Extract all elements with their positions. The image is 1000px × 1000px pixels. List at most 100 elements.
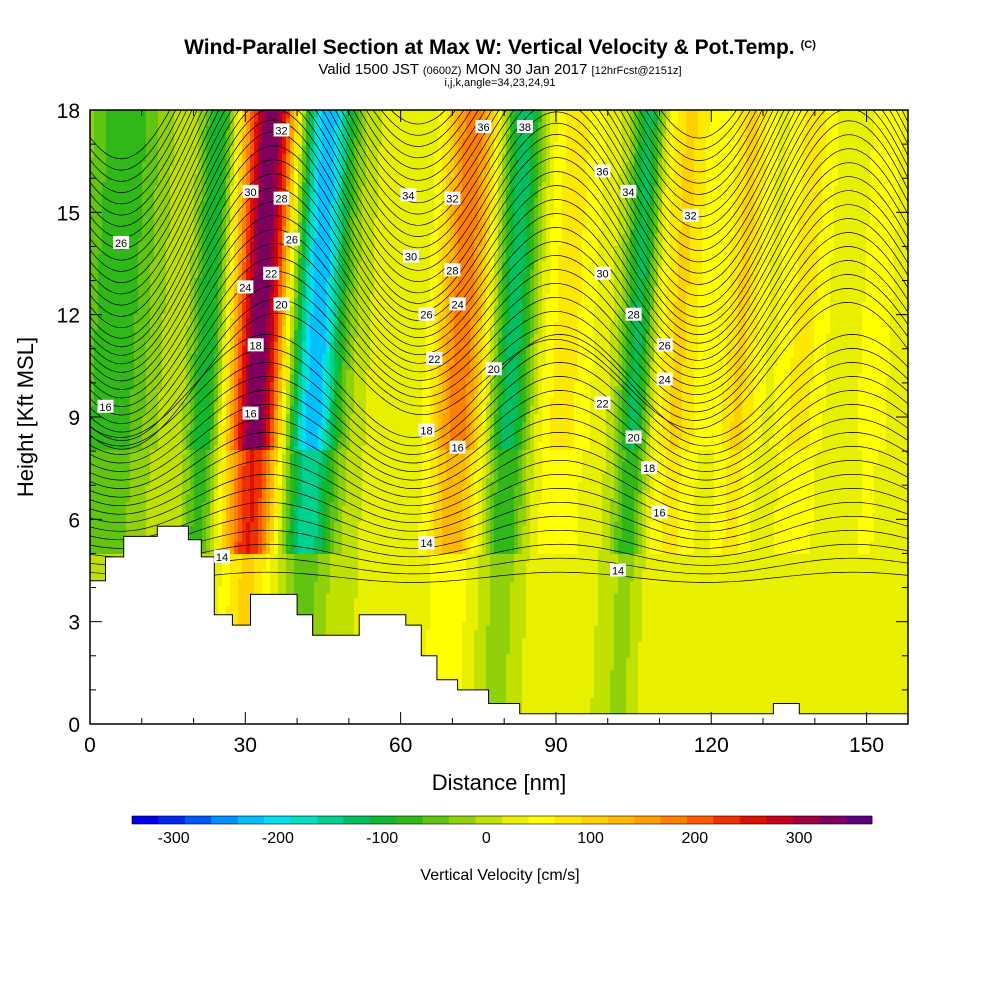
contour-label: 24 xyxy=(656,372,673,386)
isentrope-line xyxy=(90,246,908,416)
contour-label: 16 xyxy=(97,399,114,414)
valid-date: MON 30 Jan 2017 xyxy=(466,61,588,78)
contour-label: 28 xyxy=(444,263,461,277)
y-tick-label: 0 xyxy=(68,714,80,737)
colorbar-swatch xyxy=(475,816,503,824)
isentrope-line xyxy=(90,232,908,407)
y-axis-title: Height [Kft MSL] xyxy=(13,337,38,497)
isentrope-line xyxy=(90,110,774,227)
colorbar-swatch xyxy=(317,816,344,824)
contour-label: 14 xyxy=(418,536,435,550)
colorbar-swatch xyxy=(264,816,291,824)
isentrope-line xyxy=(90,362,908,455)
copyright-mark: (C) xyxy=(801,39,816,51)
isentrope-line xyxy=(90,162,908,365)
isentrope-line xyxy=(90,110,908,284)
contour-label: 22 xyxy=(594,396,611,410)
contour-label: 28 xyxy=(625,307,642,322)
isentrope-line xyxy=(90,148,908,356)
contour-label: 22 xyxy=(426,352,443,366)
colorbar-swatch xyxy=(502,816,529,824)
x-tick-label: 60 xyxy=(389,734,412,757)
colorbar-swatch xyxy=(687,816,714,824)
y-tick-label: 6 xyxy=(68,509,80,532)
contour-label: 30 xyxy=(402,249,419,264)
y-tick-label: 18 xyxy=(57,100,80,123)
colorbar-swatch xyxy=(132,816,159,824)
terrain-profile xyxy=(90,525,908,724)
colorbar-swatch xyxy=(607,816,635,824)
contour-label: 36 xyxy=(475,120,492,134)
x-tick-label: 0 xyxy=(84,734,96,757)
colorbar-swatch xyxy=(528,816,556,824)
contour-label: 18 xyxy=(641,461,658,475)
isentrope-line xyxy=(90,110,908,317)
valid-utc: (0600Z) xyxy=(423,65,462,77)
colorbar-swatch xyxy=(211,816,239,824)
terrain-mask xyxy=(90,525,908,724)
x-tick-label: 150 xyxy=(849,734,884,757)
colorbar-swatch xyxy=(739,816,767,824)
contour-label: 14 xyxy=(610,563,627,578)
y-tick-label: 12 xyxy=(57,305,80,328)
isentrope-line xyxy=(90,459,908,515)
colorbar-swatch xyxy=(766,816,794,824)
chart-title-text: Wind-Parallel Section at Max W: Vertical… xyxy=(184,36,795,59)
colorbar-swatch xyxy=(819,816,846,824)
contour-label: 26 xyxy=(113,236,130,250)
contour-label: 36 xyxy=(594,164,611,178)
valid-time-line: Valid 1500 JST (0600Z) MON 30 Jan 2017 [… xyxy=(0,61,1000,78)
colorbar-tick-label: -300 xyxy=(158,830,190,847)
valid-prefix: Valid 1500 JST xyxy=(318,61,418,78)
contour-label: 16 xyxy=(449,440,466,455)
colorbar-swatch xyxy=(290,816,318,824)
isentrope-line xyxy=(90,120,908,339)
isentrope-line xyxy=(90,404,908,481)
contour-label: 30 xyxy=(242,184,259,199)
isentrope-line xyxy=(90,218,908,399)
contour-label: 20 xyxy=(485,362,502,376)
isentrope-line xyxy=(90,134,908,348)
isentrope-line xyxy=(90,204,908,390)
colorbar-swatch xyxy=(660,816,688,824)
isentrope-line xyxy=(90,418,908,489)
y-tick-label: 3 xyxy=(68,612,80,635)
y-tick-label: 9 xyxy=(68,407,80,430)
contour-label: 32 xyxy=(273,123,290,137)
isentrope-line xyxy=(90,110,908,306)
isentrope-line xyxy=(90,274,908,433)
colorbar-swatch xyxy=(343,816,371,824)
isentrope-line xyxy=(90,529,908,558)
contour-label: 32 xyxy=(444,191,461,206)
colorbar-tick-label: -200 xyxy=(262,830,294,847)
isentrope-line xyxy=(90,110,908,261)
contour-label: 26 xyxy=(656,338,673,352)
colorbar-swatch xyxy=(237,816,265,824)
contour-label: 16 xyxy=(242,406,259,421)
x-tick-label: 120 xyxy=(694,734,729,757)
isentrope-line xyxy=(90,110,785,250)
colorbar-tick-label: 300 xyxy=(786,830,813,847)
contour-label: 18 xyxy=(247,338,264,352)
colorbar-swatch xyxy=(158,816,186,824)
contour-label: 32 xyxy=(682,208,699,223)
chart-title: Wind-Parallel Section at Max W: Vertical… xyxy=(0,36,1000,60)
isentrope-line xyxy=(90,432,908,498)
colorbar: -300 -200 -100 0 100 200 300 xyxy=(131,815,873,847)
contour-label: 26 xyxy=(418,307,435,322)
colorbar-tick-label: 0 xyxy=(482,830,491,847)
isentrope-line xyxy=(90,571,908,583)
x-tick-label: 90 xyxy=(544,734,567,757)
contour-label: 24 xyxy=(237,280,254,294)
contour-label: 20 xyxy=(625,430,642,444)
colorbar-swatch xyxy=(581,816,609,824)
contour-label: 34 xyxy=(620,184,637,199)
colorbar-swatch xyxy=(422,816,450,824)
contour-label: 14 xyxy=(214,549,231,564)
colorbar-swatch xyxy=(369,816,397,824)
contour-label: 38 xyxy=(516,120,533,134)
isentrope-line xyxy=(90,473,908,524)
colorbar-title: Vertical Velocity [cm/s] xyxy=(420,867,579,884)
colorbar-swatch xyxy=(713,816,741,824)
